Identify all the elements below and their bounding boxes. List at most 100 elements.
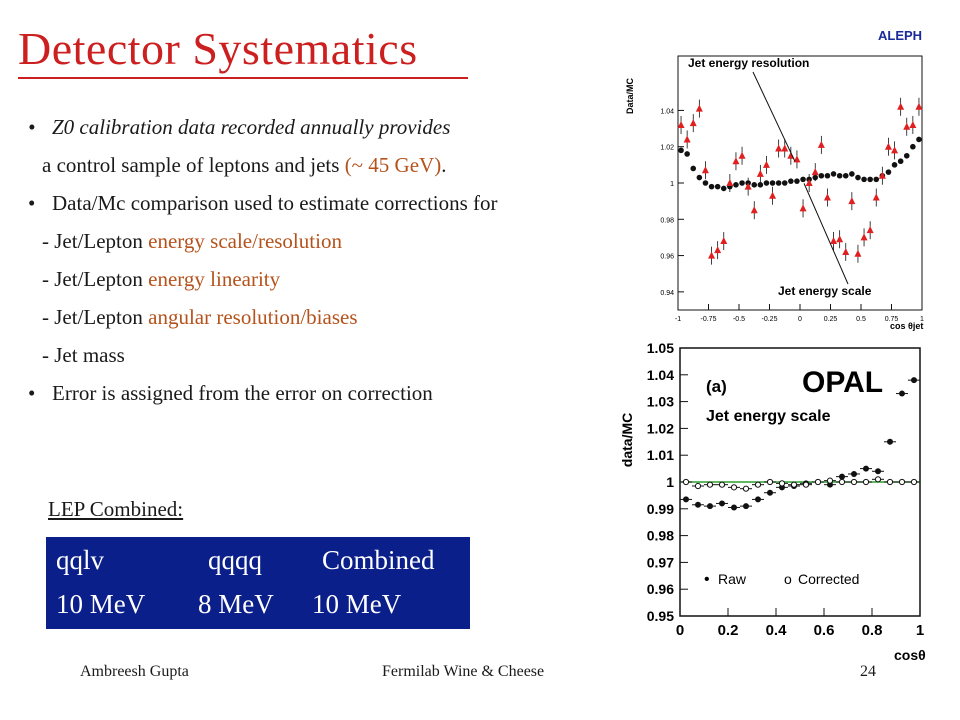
aleph-scale-point [720,185,727,192]
opal-raw-point [839,473,845,480]
aleph-scale-point [794,178,800,184]
opal-x-tick-label: 0.6 [814,622,835,639]
aleph-resolution-point [793,155,801,163]
aleph-arrow-resolution [752,71,796,162]
aleph-scale-point [824,172,831,179]
legend-corrected-label: Corrected [798,571,859,587]
aleph-resolution-point [714,246,722,254]
sub-item-3-highlight: angular resolution/biases [148,305,358,329]
opal-corrected-point [898,478,906,486]
aleph-resolution-point [738,151,746,159]
legend-raw-label: Raw [718,571,747,587]
aleph-resolution-point [915,102,923,110]
aleph-resolution-point [805,179,813,186]
opal-corrected-point [766,478,774,486]
lep-header-row: qqlv qqqq Combined [46,545,470,585]
title-underline [18,77,468,79]
aleph-resolution-point [866,226,874,234]
opal-corrected-point [742,485,750,492]
sub-item-4-text: - Jet mass [42,343,125,367]
opal-x-axis-label: cosθ [894,647,926,663]
aleph-scale-point [897,158,904,165]
opal-corrected-point [826,477,834,484]
bullet-1-line-2: a control sample of leptons and jets [42,153,345,177]
opal-corrected-point [718,481,726,488]
aleph-resolution-point [891,146,899,154]
bullet-1-line-1: Z0 calibration data recorded annually pr… [52,115,451,139]
aleph-scale-point [885,169,892,175]
aleph-scale-point [702,180,709,186]
opal-raw-point [887,438,893,445]
aleph-scale-point [903,152,910,159]
opal-corrected-point [910,478,918,486]
lep-value-combined: 10 MeV [312,589,402,619]
aleph-scale-point [690,165,697,172]
opal-corrected-point [838,478,846,486]
aleph-x-tick-label: -0.25 [762,316,778,323]
sub-item-4: - Jet mass [28,336,628,374]
aleph-scale-point [867,176,873,183]
aleph-y-tick-label: 1.02 [660,145,674,152]
opal-raw-point [695,501,701,508]
opal-y-tick-label: 1.05 [647,340,674,356]
aleph-scale-point [818,172,825,179]
opal-corrected-point [862,478,870,486]
lep-value-row: 10 MeV 8 MeV 10 MeV [46,589,470,629]
lep-header-qqqq: qqqq [208,545,262,575]
aleph-scale-point [910,143,916,150]
bullet-list: • Z0 calibration data recorded annually … [28,108,628,412]
aleph-scale-point [849,171,855,177]
bullet-2-text: Data/Mc comparison used to estimate corr… [52,191,498,215]
opal-corrected-point [802,481,810,488]
aleph-resolution-point [830,237,838,245]
aleph-resolution-point [854,249,862,257]
aleph-resolution-point [683,135,691,143]
aleph-resolution-point [848,197,856,205]
energy-note: (~ 45 GeV) [344,153,442,177]
lep-header-combined: Combined [322,545,435,575]
aleph-scale-point [891,162,898,168]
bullet-3-text: Error is assigned from the error on corr… [52,381,433,405]
opal-subtitle: Jet energy scale [706,408,831,425]
aleph-resolution-point [689,119,697,127]
aleph-resolution-point [872,193,880,201]
aleph-scale-point [836,172,843,179]
aleph-resolution-point [811,168,819,176]
aleph-scale-point [775,180,782,186]
sub-item-1-prefix: - Jet/Lepton [42,229,149,253]
aleph-resolution-point [720,237,728,245]
aleph-resolution-point [897,102,905,110]
aleph-x-tick-label: 0.5 [856,316,866,323]
lep-header-qqlv: qqlv [56,545,105,575]
aleph-scale-point [757,182,764,188]
footer-page-number: 24 [860,663,876,680]
legend-raw-glyph: • [704,571,710,588]
aleph-resolution-point [909,120,917,128]
aleph-scale-point [696,174,703,181]
bullet-1-continuation: a control sample of leptons and jets (~ … [28,146,628,184]
opal-corrected-point [790,481,798,488]
opal-corrected-point [814,478,822,486]
aleph-scale-point [684,151,690,157]
aleph-jet-energy-chart: ALEPH Data/MC cos θjet -1 -0.75 -0.5 -0.25 0… [625,28,924,331]
aleph-scale-point [861,176,867,183]
opal-raw-point [851,470,857,477]
aleph-x-tick-label: 0.25 [824,316,838,323]
aleph-resolution-point [701,166,709,174]
aleph-scale-point [751,182,758,188]
aleph-resolution-point [726,179,734,186]
opal-y-axis-label: data/MC [619,413,635,467]
opal-y-tick-label: 1.02 [647,420,674,436]
aleph-resolution-point [878,171,886,179]
sub-item-2-highlight: energy linearity [148,267,281,291]
aleph-scale-point [855,174,861,181]
aleph-resolution-point [775,144,783,152]
aleph-resolution-point [677,120,685,128]
aleph-resolution-point [762,160,770,168]
aleph-resolution-point [903,122,911,130]
aleph-scale-point [830,171,837,177]
bullet-dot: • [28,115,36,139]
legend-corrected-glyph: o [784,571,792,587]
opal-x-tick-label: 0 [676,622,684,639]
aleph-scale-point [714,183,721,190]
